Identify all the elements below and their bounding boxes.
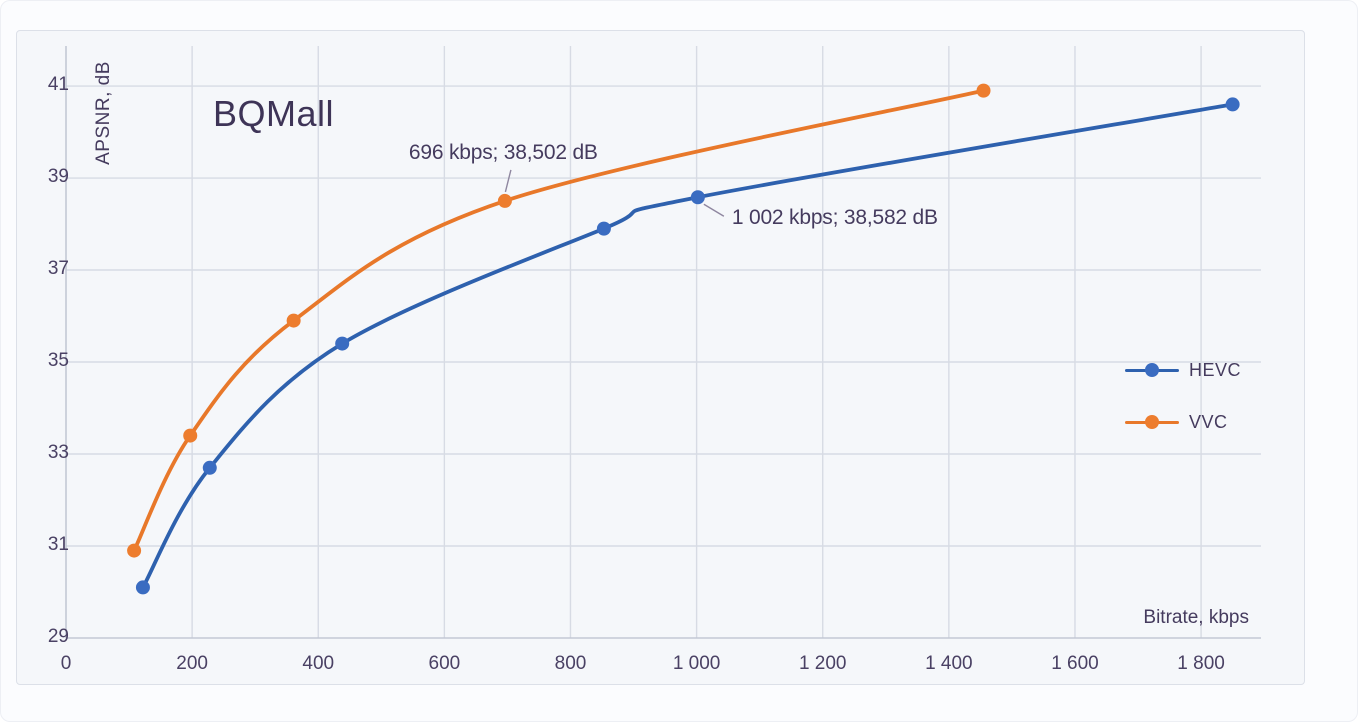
y-tick-label: 33: [47, 442, 69, 463]
x-tick-label: 1 200: [798, 653, 847, 674]
y-tick-label: 37: [47, 258, 69, 279]
x-tick-label: 1 800: [1177, 653, 1225, 674]
hevc-data-point-marker: [202, 460, 217, 475]
x-tick-label: 600: [428, 653, 461, 674]
chart-canvas: [65, 46, 1261, 639]
legend-swatch-vvc: [1125, 409, 1179, 435]
hevc-data-point-marker: [596, 221, 611, 236]
hevc-point-annotation: 1 002 kbps; 38,582 dB: [731, 206, 938, 230]
legend-item-vvc: VVC: [1125, 409, 1228, 435]
y-axis-title: APSNR, dB: [93, 61, 114, 165]
vvc-line: [132, 88, 986, 553]
hevc-line: [141, 102, 1235, 590]
x-tick-label: 1 000: [672, 653, 721, 674]
chart-title: BQMall: [213, 93, 335, 134]
y-tick-label: 39: [47, 166, 69, 187]
vvc-data-point-marker: [183, 428, 198, 443]
legend-item-hevc: HEVC: [1125, 357, 1241, 383]
vvc-point-annotation: 696 kbps; 38,502 dB: [408, 140, 598, 164]
x-axis-title: Bitrate, kbps: [1143, 607, 1249, 628]
y-tick-label: 41: [47, 74, 69, 96]
y-tick-label: 35: [47, 350, 69, 371]
x-tick-label: 1 600: [1051, 653, 1099, 674]
x-tick-label: 200: [176, 653, 208, 674]
annotation-leader-line: [703, 203, 725, 217]
x-tick-label: 1 400: [925, 653, 973, 674]
y-tick-label: 29: [47, 626, 69, 647]
x-tick-label: 400: [302, 653, 335, 674]
annotation-leader-line: [504, 169, 512, 193]
x-tick-label: 0: [60, 653, 72, 674]
legend-label-vvc: VVC: [1189, 411, 1228, 432]
chart-card: BQMall APSNR, dB Bitrate, kbps 29 31 33 35 3…: [16, 30, 1305, 685]
legend-marker-icon: [1145, 415, 1159, 429]
legend-label-hevc: HEVC: [1189, 359, 1242, 380]
hevc-data-point-marker: [1225, 97, 1240, 112]
vvc-data-point-marker: [976, 83, 991, 98]
legend-marker-icon: [1145, 363, 1159, 377]
y-tick-label: 31: [47, 534, 69, 555]
vvc-data-point-marker: [286, 313, 301, 328]
vvc-data-point-marker: [497, 193, 512, 208]
hevc-data-point-marker: [335, 336, 350, 351]
vvc-data-point-marker: [127, 543, 142, 558]
legend-swatch-hevc: [1125, 357, 1179, 383]
hevc-data-point-marker: [690, 190, 705, 205]
x-tick-label: 800: [554, 653, 587, 674]
hevc-data-point-marker: [135, 580, 150, 595]
